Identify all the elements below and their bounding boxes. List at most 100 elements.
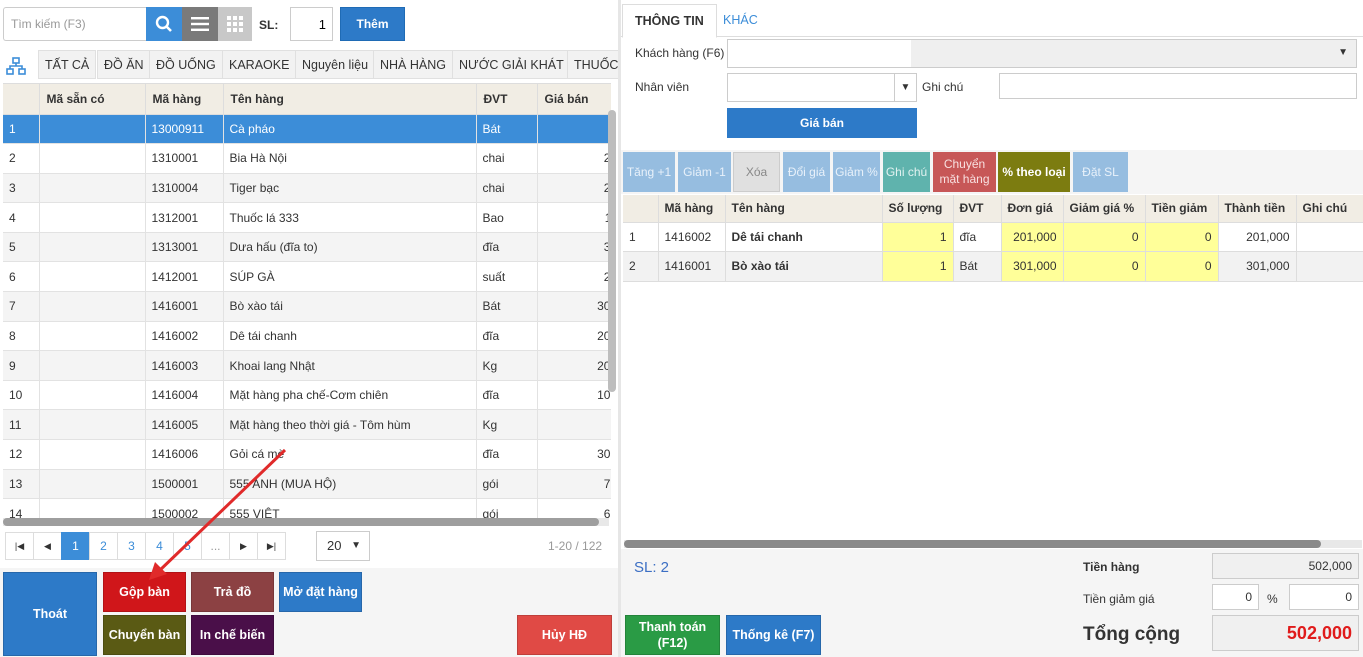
- order-cell[interactable]: 201,000: [1001, 222, 1064, 252]
- item-note-button[interactable]: Ghi chú: [883, 152, 930, 192]
- column-header[interactable]: Giảm giá %: [1063, 195, 1146, 223]
- percent-by-type-button[interactable]: % theo loại: [998, 152, 1070, 192]
- change-price-button[interactable]: Đổi giá: [783, 152, 830, 192]
- order-row[interactable]: 1 1416002 Dê tái chanh 1 đĩa 201,000 0 0 201,000: [623, 222, 1363, 252]
- search-button[interactable]: [146, 7, 182, 41]
- order-cell[interactable]: 0: [1063, 251, 1146, 282]
- first-page-button[interactable]: |◀: [5, 532, 34, 560]
- category-ingredients[interactable]: Nguyên liệu: [295, 50, 376, 79]
- page-button[interactable]: 1: [61, 532, 90, 560]
- note-input[interactable]: [999, 73, 1357, 99]
- quantity-input[interactable]: [290, 7, 333, 41]
- column-header[interactable]: Giá bán: [537, 84, 611, 115]
- category-karaoke[interactable]: KARAOKE: [222, 50, 297, 79]
- discount-percent-button[interactable]: Giảm %: [833, 152, 880, 192]
- discount-percent-input[interactable]: 0: [1212, 584, 1259, 610]
- table-row[interactable]: 11 1416005 Mặt hàng theo thời giá - Tôm hù…: [3, 409, 611, 441]
- table-cell: 21,000: [537, 261, 611, 293]
- customer-select[interactable]: ▼: [727, 39, 1357, 68]
- column-header[interactable]: Đơn giá: [1001, 195, 1064, 223]
- column-header[interactable]: ĐVT: [953, 195, 1002, 223]
- order-cell[interactable]: 0: [1145, 222, 1219, 252]
- panel-divider[interactable]: [618, 0, 621, 657]
- search-input[interactable]: [3, 7, 146, 41]
- table-cell: 301,000: [537, 291, 611, 322]
- column-header[interactable]: Mã hàng: [658, 195, 726, 223]
- column-header[interactable]: Số lượng: [882, 195, 954, 223]
- order-cell: đĩa: [953, 222, 1002, 252]
- order-row[interactable]: 2 1416001 Bò xào tái 1 Bát 301,000 0 0 301,000: [623, 251, 1363, 282]
- increase-button[interactable]: Tăng +1: [623, 152, 675, 192]
- tab-info[interactable]: THÔNG TIN: [622, 4, 717, 38]
- category-food[interactable]: ĐỒ ĂN: [97, 50, 151, 79]
- price-list-button[interactable]: Giá bán: [727, 108, 917, 138]
- move-item-button[interactable]: Chuyển mặt hàng: [933, 152, 996, 192]
- order-cell[interactable]: 1: [882, 251, 954, 282]
- table-row[interactable]: 10 1416004 Mặt hàng pha chế-Cơm chiên đĩa 10…: [3, 380, 611, 411]
- page-size-select[interactable]: 20 ▼: [316, 531, 370, 561]
- pay-button[interactable]: Thanh toán (F12): [625, 615, 720, 655]
- set-quantity-button[interactable]: Đặt SL: [1073, 152, 1128, 192]
- list-view-button[interactable]: [182, 7, 218, 41]
- page-button[interactable]: 4: [145, 532, 174, 560]
- exit-button[interactable]: Thoát: [3, 572, 97, 656]
- move-table-button[interactable]: Chuyển bàn: [103, 615, 186, 655]
- column-header[interactable]: Ghi chú: [1296, 195, 1363, 223]
- category-all[interactable]: TẤT CẢ: [38, 50, 97, 79]
- page-button[interactable]: 3: [117, 532, 146, 560]
- return-items-button[interactable]: Trả đồ: [191, 572, 274, 612]
- note-label: Ghi chú: [922, 80, 964, 94]
- order-cell[interactable]: 1: [882, 222, 954, 252]
- print-kitchen-button[interactable]: In chế biến: [191, 615, 274, 655]
- column-header[interactable]: Mã sẵn có: [39, 84, 146, 115]
- order-cell: Bát: [953, 251, 1002, 282]
- column-header[interactable]: Thành tiền: [1218, 195, 1297, 223]
- column-header[interactable]: ĐVT: [476, 84, 538, 115]
- grid-view-button[interactable]: [218, 7, 252, 41]
- category-tobacco[interactable]: THUỐC: [567, 50, 618, 79]
- discount-amount-input[interactable]: 0: [1289, 584, 1359, 610]
- order-horizontal-scrollbar[interactable]: [624, 540, 1321, 548]
- tab-other[interactable]: KHÁC: [723, 13, 758, 27]
- table-cell: chai: [476, 173, 538, 204]
- category-soft-drinks[interactable]: NƯỚC GIẢI KHÁT: [452, 50, 571, 79]
- cancel-invoice-button[interactable]: Hủy HĐ: [517, 615, 612, 655]
- column-header[interactable]: Tiền giảm: [1145, 195, 1219, 223]
- category-tree-icon[interactable]: [6, 57, 26, 75]
- column-header[interactable]: Mã hàng: [145, 84, 224, 115]
- vertical-scrollbar[interactable]: [608, 110, 616, 392]
- delete-button[interactable]: Xóa: [733, 152, 780, 192]
- decrease-button[interactable]: Giảm -1: [678, 152, 731, 192]
- horizontal-scrollbar[interactable]: [3, 518, 599, 526]
- next-page-button[interactable]: ▶: [229, 532, 258, 560]
- order-cell[interactable]: 301,000: [1001, 251, 1064, 282]
- open-order-button[interactable]: Mở đặt hàng: [279, 572, 362, 612]
- page-button[interactable]: 5: [173, 532, 202, 560]
- order-cell[interactable]: 0: [1063, 222, 1146, 252]
- prev-page-button[interactable]: ◀: [33, 532, 62, 560]
- stats-button[interactable]: Thống kê (F7): [726, 615, 821, 655]
- last-page-button[interactable]: ▶|: [257, 532, 286, 560]
- category-restaurant[interactable]: NHÀ HÀNG: [373, 50, 453, 79]
- page-button[interactable]: 2: [89, 532, 118, 560]
- order-cell[interactable]: 0: [1145, 251, 1219, 282]
- add-button[interactable]: Thêm: [340, 7, 405, 41]
- table-cell: Dê tái chanh: [223, 321, 477, 352]
- staff-select[interactable]: ▼: [727, 73, 917, 102]
- category-drinks[interactable]: ĐỒ UỐNG: [149, 50, 223, 79]
- page-ellipsis[interactable]: ...: [201, 532, 230, 560]
- column-header[interactable]: Tên hàng: [223, 84, 477, 115]
- column-header[interactable]: Tên hàng: [725, 195, 883, 223]
- merge-table-button[interactable]: Gộp bàn: [103, 572, 186, 612]
